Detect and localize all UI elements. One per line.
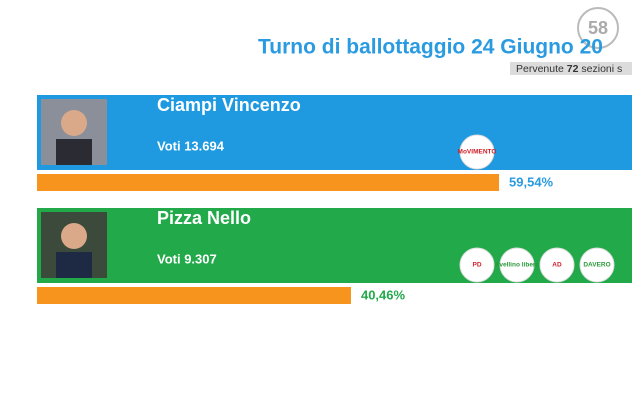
percent-label: 59,54% [509,174,554,189]
photo-face [61,110,87,136]
subtitle-count: 72 [567,63,579,75]
subtitle: Pervenute 72 sezioni s [516,63,622,75]
party-logo-text: AD [552,262,562,269]
party-logo [459,247,495,283]
party-logo-text: PD [472,262,481,269]
party-logo [459,134,495,170]
logo-ring [577,7,619,49]
subtitle-text: sezioni s [581,63,622,75]
party-logo-text: DAVERO [583,262,610,269]
photo-body [56,139,92,165]
votes: Voti 13.694 [157,138,225,153]
party-logo-text: MoVIMENTO [458,149,497,156]
site-logo: 58 [588,18,608,38]
candidate-name: Ciampi Vincenzo [157,95,301,115]
candidate-name: Pizza Nello [157,208,251,228]
percent-label: 40,46% [361,287,406,302]
subtitle-text: Pervenute [516,63,564,75]
photo-body [56,252,92,278]
party-logo [579,247,615,283]
party-logo-text: Avellino libera [495,262,540,269]
party-logo [499,247,535,283]
percent-bar [37,287,351,304]
subtitle-box [510,62,632,75]
votes: Voti 9.307 [157,251,217,266]
photo-face [61,223,87,249]
candidate-banner [37,95,632,170]
percent-bar [37,174,500,191]
party-logo [539,247,575,283]
title: Turno di ballottaggio 24 Giugno 20 [258,36,603,59]
